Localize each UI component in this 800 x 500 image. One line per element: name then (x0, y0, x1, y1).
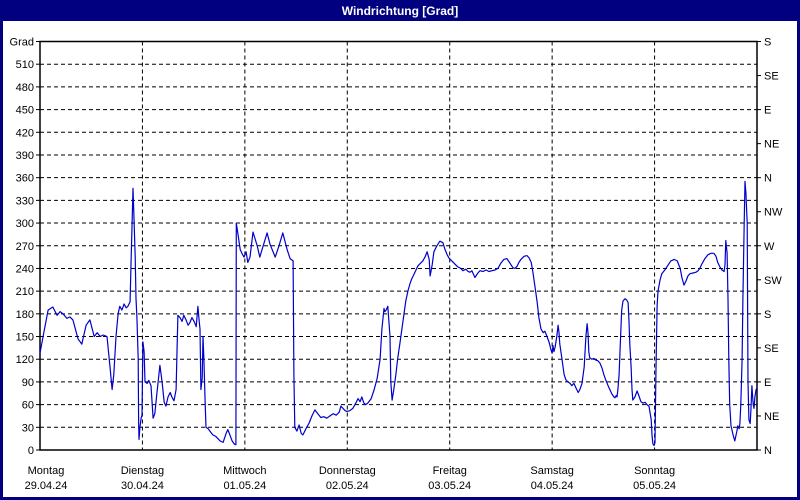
y-left-tick-label: 450 (16, 105, 34, 117)
compass-label: NE (764, 139, 779, 151)
y-left-tick-label: 510 (16, 59, 34, 71)
compass-label: S (764, 309, 771, 321)
y-left-tick-label: 60 (22, 400, 34, 412)
y-left-tick-label: 0 (28, 445, 34, 457)
y-left-tick-label: 390 (16, 150, 34, 162)
chart-title: Windrichtung [Grad] (342, 4, 459, 18)
compass-label: SE (764, 71, 779, 83)
date-label: 30.04.24 (121, 480, 164, 492)
date-label: 01.05.24 (223, 480, 266, 492)
day-label: Dienstag (121, 465, 164, 477)
compass-label: NW (764, 207, 783, 219)
date-label: 04.05.24 (531, 480, 574, 492)
date-label: 29.04.24 (25, 480, 68, 492)
date-label: 02.05.24 (326, 480, 369, 492)
chart-background (3, 21, 797, 497)
compass-label: S (764, 37, 771, 49)
y-left-tick-label: 90 (22, 377, 34, 389)
y-left-tick-label: 30 (22, 422, 34, 434)
compass-label: SW (764, 275, 782, 287)
compass-label: E (764, 105, 771, 117)
y-left-tick-label: 330 (16, 195, 34, 207)
day-label: Samstag (530, 465, 573, 477)
compass-label: W (764, 241, 775, 253)
plot-area: 0 30 60 90 120 150 180 210 240 270 300 330 360 390 420… (10, 37, 783, 493)
day-label: Freitag (433, 465, 467, 477)
y-axis-unit-label: Grad (10, 37, 34, 49)
compass-label: N (764, 173, 772, 185)
day-label: Sonntag (634, 465, 675, 477)
y-left-tick-label: 300 (16, 218, 34, 230)
y-left-tick-label: 210 (16, 286, 34, 298)
date-label: 03.05.24 (428, 480, 471, 492)
compass-label: N (764, 445, 772, 457)
y-left-tick-label: 240 (16, 263, 34, 275)
y-left-tick-label: 420 (16, 127, 34, 139)
y-left-tick-label: 270 (16, 241, 34, 253)
compass-label: NE (764, 411, 779, 423)
y-left-tick-label: 360 (16, 173, 34, 185)
compass-label: E (764, 377, 771, 389)
y-left-tick-label: 480 (16, 82, 34, 94)
day-label: Mittwoch (223, 465, 266, 477)
y-left-tick-label: 180 (16, 309, 34, 321)
day-label: Montag (28, 465, 65, 477)
y-left-tick-label: 120 (16, 354, 34, 366)
date-label: 05.05.24 (633, 480, 676, 492)
day-label: Donnerstag (319, 465, 376, 477)
wind-direction-series-line (39, 180, 758, 447)
y-left-tick-label: 150 (16, 332, 34, 344)
plot-frame (39, 40, 758, 451)
compass-label: SE (764, 343, 779, 355)
